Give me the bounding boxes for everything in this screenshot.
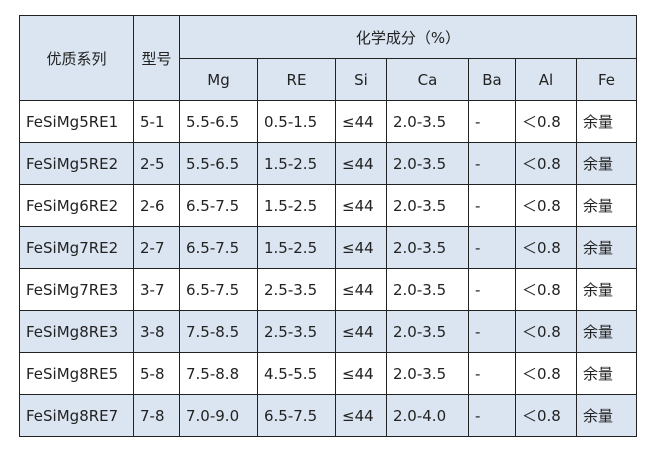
fe-cell: 余量 [575, 394, 638, 437]
table-row: FeSiMg5RE2 2-5 5.5-6.5 1.5-2.5 ≤44 2.0-3… [19, 142, 638, 185]
series-cell: FeSiMg7RE3 [19, 268, 134, 311]
re-cell: 1.5-2.5 [257, 184, 336, 227]
table-row: FeSiMg6RE2 2-6 6.5-7.5 1.5-2.5 ≤44 2.0-3… [19, 184, 638, 227]
element-header-ca: Ca [386, 58, 469, 101]
ba-cell: - [468, 100, 516, 143]
al-cell: ＜0.8 [515, 226, 577, 269]
element-header-ba: Ba [468, 58, 516, 101]
si-cell: ≤44 [335, 394, 387, 437]
ba-cell: - [468, 268, 516, 311]
model-cell: 7-8 [133, 394, 180, 437]
ca-cell: 2.0-3.5 [386, 310, 469, 353]
mg-cell: 7.5-8.8 [179, 352, 258, 395]
re-cell: 6.5-7.5 [257, 394, 336, 437]
al-cell: ＜0.8 [515, 310, 577, 353]
ca-cell: 2.0-3.5 [386, 268, 469, 311]
model-cell: 5-8 [133, 352, 180, 395]
ba-cell: - [468, 184, 516, 227]
model-cell: 2-7 [133, 226, 180, 269]
series-cell: FeSiMg7RE2 [19, 226, 134, 269]
ca-cell: 2.0-3.5 [386, 352, 469, 395]
ba-cell: - [468, 226, 516, 269]
mg-cell: 5.5-6.5 [179, 100, 258, 143]
series-cell: FeSiMg8RE5 [19, 352, 134, 395]
composition-table: 优质系列 型号 化学成分（%） Mg RE Si Ca Ba Al Fe FeS… [19, 15, 638, 437]
series-cell: FeSiMg8RE3 [19, 310, 134, 353]
model-cell: 5-1 [133, 100, 180, 143]
ca-cell: 2.0-3.5 [386, 184, 469, 227]
element-header-fe: Fe [575, 58, 638, 101]
fe-cell: 余量 [575, 142, 638, 185]
ba-cell: - [468, 352, 516, 395]
composition-header: 化学成分（%） [178, 15, 638, 59]
ca-cell: 2.0-4.0 [386, 394, 469, 437]
re-cell: 2.5-3.5 [257, 268, 336, 311]
ca-cell: 2.0-3.5 [386, 226, 469, 269]
fe-cell: 余量 [575, 268, 638, 311]
fe-cell: 余量 [575, 184, 638, 227]
model-header: 型号 [133, 15, 180, 101]
header-row-2: Mg RE Si Ca Ba Al Fe [20, 58, 638, 101]
si-cell: ≤44 [335, 352, 387, 395]
re-cell: 2.5-3.5 [257, 310, 336, 353]
series-cell: FeSiMg5RE2 [19, 142, 134, 185]
series-header: 优质系列 [19, 15, 134, 101]
mg-cell: 7.5-8.5 [179, 310, 258, 353]
table-row: FeSiMg7RE2 2-7 6.5-7.5 1.5-2.5 ≤44 2.0-3… [19, 226, 638, 269]
element-header-al: Al [515, 58, 577, 101]
mg-cell: 6.5-7.5 [179, 184, 258, 227]
model-cell: 3-7 [133, 268, 180, 311]
model-cell: 2-6 [133, 184, 180, 227]
fe-cell: 余量 [575, 352, 638, 395]
si-cell: ≤44 [335, 268, 387, 311]
al-cell: ＜0.8 [515, 100, 577, 143]
fe-cell: 余量 [575, 310, 638, 353]
ba-cell: - [468, 394, 516, 437]
ba-cell: - [468, 310, 516, 353]
element-header-re: RE [257, 58, 336, 101]
si-cell: ≤44 [335, 310, 387, 353]
ba-cell: - [468, 142, 516, 185]
model-cell: 3-8 [133, 310, 180, 353]
fe-cell: 余量 [575, 100, 638, 143]
table-row: FeSiMg8RE7 7-8 7.0-9.0 6.5-7.5 ≤44 2.0-4… [19, 394, 638, 437]
model-cell: 2-5 [133, 142, 180, 185]
re-cell: 1.5-2.5 [257, 226, 336, 269]
re-cell: 0.5-1.5 [257, 100, 336, 143]
table-row: FeSiMg8RE3 3-8 7.5-8.5 2.5-3.5 ≤44 2.0-3… [19, 310, 638, 353]
al-cell: ＜0.8 [515, 352, 577, 395]
mg-cell: 7.0-9.0 [179, 394, 258, 437]
mg-cell: 6.5-7.5 [179, 268, 258, 311]
mg-cell: 5.5-6.5 [179, 142, 258, 185]
ca-cell: 2.0-3.5 [386, 142, 469, 185]
element-header-mg: Mg [179, 58, 258, 101]
header-row-1: 优质系列 型号 化学成分（%） [19, 15, 638, 101]
re-cell: 1.5-2.5 [257, 142, 336, 185]
series-cell: FeSiMg8RE7 [19, 394, 134, 437]
si-cell: ≤44 [335, 226, 387, 269]
al-cell: ＜0.8 [515, 268, 577, 311]
si-cell: ≤44 [335, 184, 387, 227]
al-cell: ＜0.8 [515, 184, 577, 227]
fe-cell: 余量 [575, 226, 638, 269]
table-row: FeSiMg7RE3 3-7 6.5-7.5 2.5-3.5 ≤44 2.0-3… [19, 268, 638, 311]
table-row: FeSiMg5RE1 5-1 5.5-6.5 0.5-1.5 ≤44 2.0-3… [19, 100, 638, 143]
ca-cell: 2.0-3.5 [386, 100, 469, 143]
al-cell: ＜0.8 [515, 142, 577, 185]
table-row: FeSiMg8RE5 5-8 7.5-8.8 4.5-5.5 ≤44 2.0-3… [19, 352, 638, 395]
series-cell: FeSiMg6RE2 [19, 184, 134, 227]
al-cell: ＜0.8 [515, 394, 577, 437]
element-header-si: Si [335, 58, 387, 101]
si-cell: ≤44 [335, 142, 387, 185]
series-cell: FeSiMg5RE1 [19, 100, 134, 143]
re-cell: 4.5-5.5 [257, 352, 336, 395]
si-cell: ≤44 [335, 100, 387, 143]
mg-cell: 6.5-7.5 [179, 226, 258, 269]
